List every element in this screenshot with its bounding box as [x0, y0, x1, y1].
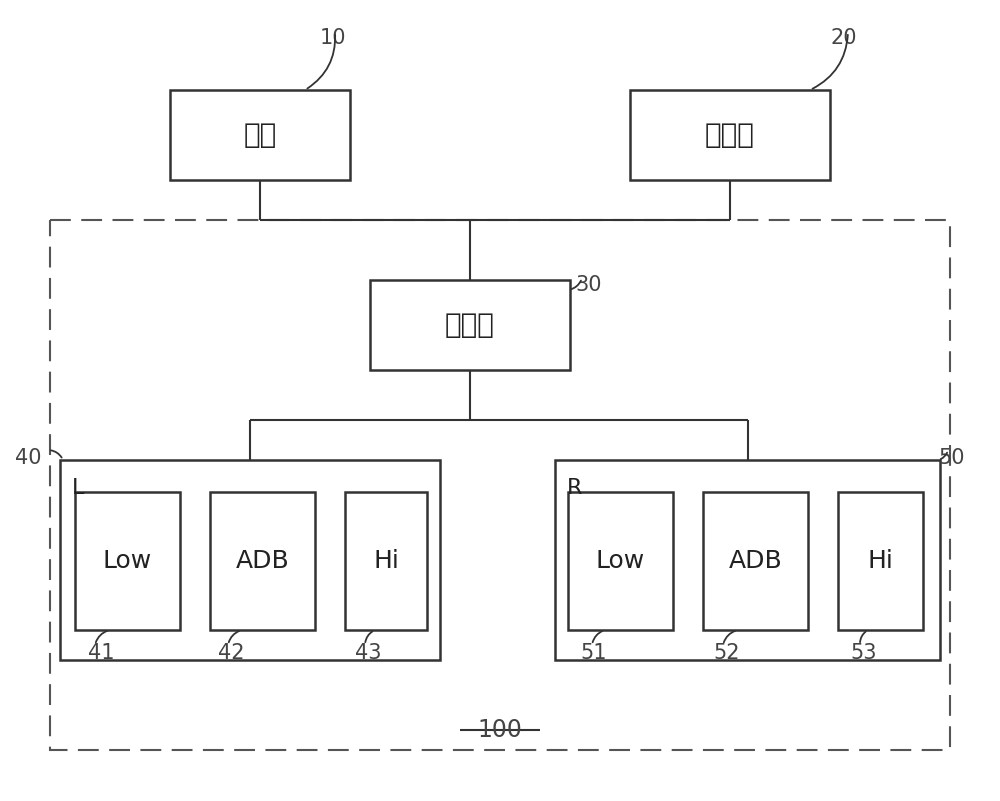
Text: 20: 20: [830, 28, 856, 48]
Bar: [555, 460, 940, 660]
Text: ADB: ADB: [729, 549, 782, 573]
Bar: [568, 492, 673, 630]
Bar: [170, 90, 350, 180]
Text: 10: 10: [320, 28, 347, 48]
Text: 30: 30: [575, 275, 602, 295]
Bar: [60, 460, 440, 660]
Text: R: R: [567, 478, 582, 498]
Text: 52: 52: [713, 643, 740, 663]
Bar: [703, 492, 808, 630]
Bar: [210, 492, 315, 630]
Text: L: L: [72, 478, 84, 498]
Bar: [345, 492, 427, 630]
Text: 车速表: 车速表: [705, 121, 755, 149]
Bar: [370, 280, 570, 370]
Text: 相机: 相机: [243, 121, 277, 149]
Text: 控制部: 控制部: [445, 311, 495, 339]
Text: Low: Low: [103, 549, 152, 573]
Bar: [838, 492, 923, 630]
Text: Hi: Hi: [868, 549, 893, 573]
Text: Low: Low: [596, 549, 645, 573]
Text: 50: 50: [938, 448, 964, 468]
Text: 42: 42: [218, 643, 244, 663]
Text: 51: 51: [580, 643, 606, 663]
Text: 43: 43: [355, 643, 382, 663]
Text: 100: 100: [478, 718, 522, 742]
Bar: [50, 220, 950, 750]
Text: 53: 53: [850, 643, 876, 663]
Text: Hi: Hi: [373, 549, 399, 573]
Bar: [630, 90, 830, 180]
Text: ADB: ADB: [236, 549, 289, 573]
Text: 41: 41: [88, 643, 114, 663]
Bar: [75, 492, 180, 630]
Text: 40: 40: [16, 448, 42, 468]
